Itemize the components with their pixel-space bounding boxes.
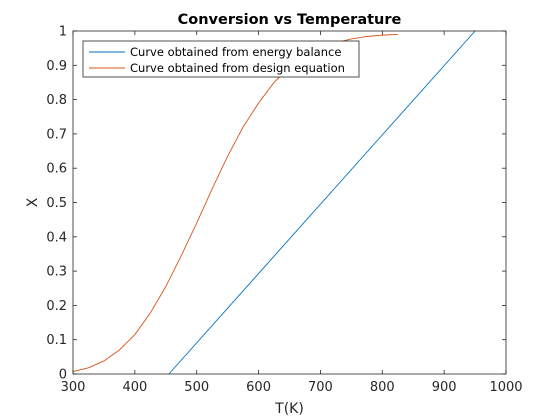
x-tick-label: 700	[308, 380, 333, 395]
y-tick-label: 0.6	[46, 162, 67, 177]
y-tick-label: 0.5	[46, 196, 67, 211]
y-tick-label: 0.4	[46, 230, 67, 245]
x-tick-label: 900	[432, 380, 457, 395]
x-tick-label: 800	[370, 380, 395, 395]
series-line-1	[168, 30, 476, 375]
y-tick-label: 0.1	[46, 333, 67, 348]
legend: Curve obtained from energy balance Curve …	[82, 40, 360, 78]
x-tick-label: 600	[246, 380, 271, 395]
y-tick-label: 0.2	[46, 299, 67, 314]
y-tick-label: 0	[59, 368, 67, 383]
plot-area	[73, 31, 506, 374]
y-tick-label: 0.8	[46, 93, 67, 108]
y-tick-label: 0.3	[46, 265, 67, 280]
x-tick-label: 500	[184, 380, 209, 395]
y-tick-label: 0.9	[46, 59, 67, 74]
y-tick-label: 0.7	[46, 127, 67, 142]
legend-box	[82, 40, 360, 78]
ticks-layer: 300 400 500 600 700 800 900 1000 0 0.1 0.2 0.3 0.4 0.…	[46, 25, 522, 396]
chart-title: Conversion vs Temperature	[178, 12, 402, 28]
legend-label-2: Curve obtained from design equation	[130, 61, 345, 75]
x-tick-label: 1000	[489, 380, 522, 395]
x-axis-label: T(K)	[274, 401, 304, 417]
y-tick-label: 1	[59, 25, 67, 40]
legend-label-1: Curve obtained from energy balance	[130, 45, 341, 59]
x-tick-label: 400	[122, 380, 147, 395]
x-tick-label: 300	[61, 380, 86, 395]
y-axis-label: X	[25, 197, 41, 207]
